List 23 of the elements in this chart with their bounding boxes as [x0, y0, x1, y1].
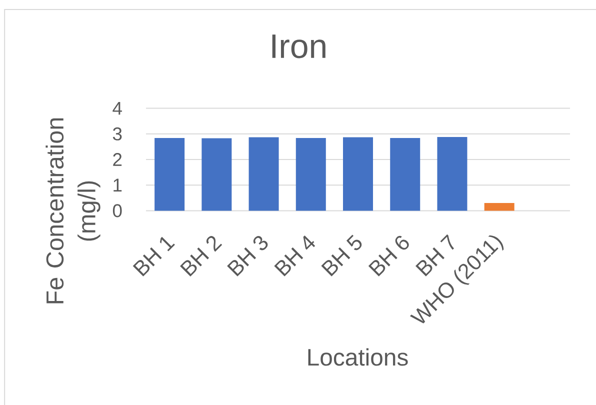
y-tick-label: 4	[112, 102, 122, 115]
y-tick-label: 3	[112, 127, 122, 140]
bar	[343, 137, 373, 211]
x-tick-label: BH 4	[274, 235, 316, 276]
bar	[484, 203, 514, 211]
y-tick-label: 0	[112, 204, 122, 218]
x-tick-label: BH 6	[368, 236, 409, 276]
bar	[154, 138, 185, 211]
chart-title: Iron	[272, 34, 326, 58]
bar	[437, 136, 468, 211]
bar	[248, 137, 279, 211]
x-tick-label: BH 2	[180, 236, 222, 276]
y-tick-label: 2	[113, 153, 122, 166]
y-axis-title: Fe Concentration (mg/l)	[46, 118, 100, 304]
bar	[296, 138, 326, 211]
bar	[390, 138, 420, 211]
bar	[202, 138, 232, 211]
x-tick-label: BH 7	[415, 234, 454, 276]
x-tick-label: BH 3	[227, 236, 268, 276]
x-axis-title: Locations	[308, 348, 408, 366]
x-tick-label: BH 5	[321, 234, 362, 276]
x-tick-label: BH 1	[132, 236, 175, 276]
y-tick-label: 1	[114, 178, 122, 192]
